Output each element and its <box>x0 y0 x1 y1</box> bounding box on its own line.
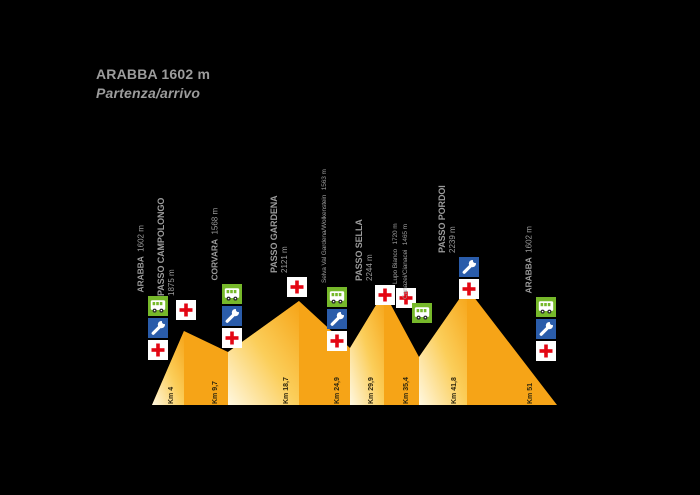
station-altitude: 2239 m <box>447 226 457 253</box>
station-label: ARABBA 1602 m <box>135 225 147 292</box>
km-marker: Km 4 <box>168 386 175 404</box>
station-label: PASSO PORDOI 2239 m <box>437 185 457 253</box>
station-altitude: 1465 m <box>402 224 409 246</box>
km-marker: Km 41,8 <box>451 377 458 404</box>
bus-icon <box>327 287 347 307</box>
station-altitude: 2121 m <box>279 246 289 273</box>
medical-cross-icon <box>327 331 347 351</box>
station-name: Selva Val Gardena/Wolkenstein <box>321 194 328 283</box>
km-marker: Km 18,7 <box>283 377 290 404</box>
station-name: Lupo Bianco <box>392 248 399 284</box>
km-marker: Km 35,4 <box>403 377 410 404</box>
service-icon-stack <box>459 257 479 301</box>
title-block: ARABBA 1602 m Partenza/arrivo <box>96 66 210 101</box>
service-icon-stack <box>327 287 347 353</box>
station-name: CORVARA <box>209 238 220 281</box>
station-altitude: 1602 m <box>524 225 534 253</box>
wrench-icon <box>327 309 347 329</box>
bus-icon <box>536 297 556 317</box>
station-name: PASSO SELLA <box>354 219 364 281</box>
wrench-icon <box>536 319 556 339</box>
station-name: ARABBA <box>523 256 534 293</box>
medical-cross-icon <box>459 279 479 299</box>
service-icon-stack <box>148 296 168 362</box>
station-altitude: 1875 m <box>166 269 176 296</box>
medical-cross-icon <box>148 340 168 360</box>
station-altitude: 1720 m <box>392 223 399 245</box>
km-marker: Km 24,9 <box>334 377 341 404</box>
station-altitude: 1568 m <box>210 207 220 235</box>
station-name: Canazei/Cianacei <box>402 249 409 299</box>
page-title: ARABBA 1602 m <box>96 66 211 82</box>
climb-face-campolongo <box>152 331 184 405</box>
station-altitude: 1602 m <box>136 224 146 252</box>
station-name: PASSO GARDENA <box>269 195 279 273</box>
wrench-icon <box>222 306 242 326</box>
medical-cross-icon <box>176 300 196 320</box>
medical-cross-icon <box>536 341 556 361</box>
climb-face-pordoi <box>419 288 467 405</box>
station-altitude: 2244 m <box>364 254 374 281</box>
page-subtitle: Partenza/arrivo <box>96 85 201 101</box>
service-icon-stack <box>396 288 416 310</box>
station-label: Selva Val Gardena/Wolkenstein 1563 m <box>318 169 328 283</box>
station-label: PASSO SELLA 2244 m <box>354 219 374 281</box>
km-marker: Km 51 <box>527 382 534 404</box>
wrench-icon <box>148 318 168 338</box>
station-name: ARABBA <box>135 255 146 292</box>
wrench-icon <box>459 257 479 277</box>
station-label: PASSO CAMPOLONGO 1875 m <box>156 197 176 296</box>
service-icon-stack <box>222 284 242 350</box>
station-altitude: 1563 m <box>321 169 328 191</box>
service-icon-stack <box>536 297 556 363</box>
km-marker: Km 9,7 <box>212 381 219 404</box>
medical-cross-icon <box>396 288 416 308</box>
medical-cross-icon <box>222 328 242 348</box>
station-name: PASSO CAMPOLONGO <box>156 197 166 296</box>
station-label: ARABBA 1602 m <box>523 226 535 293</box>
service-icon-stack <box>412 303 432 325</box>
km-marker: Km 29,9 <box>368 377 375 404</box>
station-label: Canazei/Cianacei 1465 m <box>399 224 409 299</box>
service-icon-stack <box>375 285 395 307</box>
bus-icon <box>222 284 242 304</box>
medical-cross-icon <box>375 285 395 305</box>
station-name: PASSO PORDOI <box>437 185 447 253</box>
climb-face-gardena <box>228 301 299 405</box>
climb-face-sella <box>350 292 384 405</box>
bus-icon <box>412 303 432 323</box>
station-label: Lupo Bianco 1720 m <box>389 223 399 284</box>
service-icon-stack <box>176 300 196 322</box>
station-label: CORVARA 1568 m <box>209 207 221 280</box>
service-icon-stack <box>287 277 307 299</box>
station-label: PASSO GARDENA 2121 m <box>269 195 289 273</box>
bus-icon <box>148 296 168 316</box>
medical-cross-icon <box>287 277 307 297</box>
